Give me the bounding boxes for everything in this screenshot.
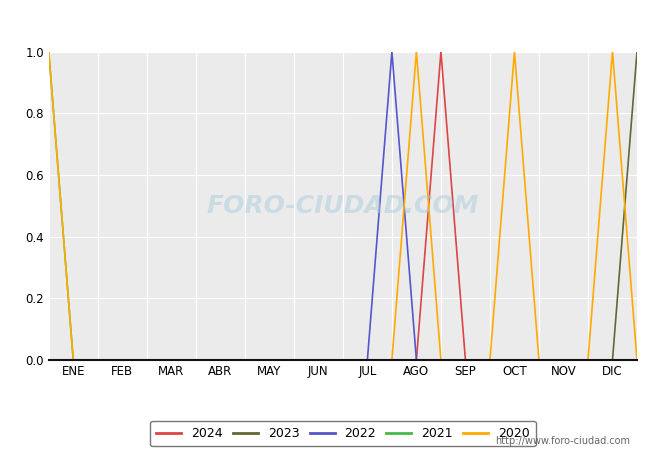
Text: FORO-CIUDAD.COM: FORO-CIUDAD.COM (207, 194, 479, 218)
Legend: 2024, 2023, 2022, 2021, 2020: 2024, 2023, 2022, 2021, 2020 (150, 421, 536, 446)
Text: http://www.foro-ciudad.com: http://www.foro-ciudad.com (495, 436, 630, 446)
Text: Matriculaciones de Vehiculos en Villalba de Guardo: Matriculaciones de Vehiculos en Villalba… (102, 10, 548, 28)
